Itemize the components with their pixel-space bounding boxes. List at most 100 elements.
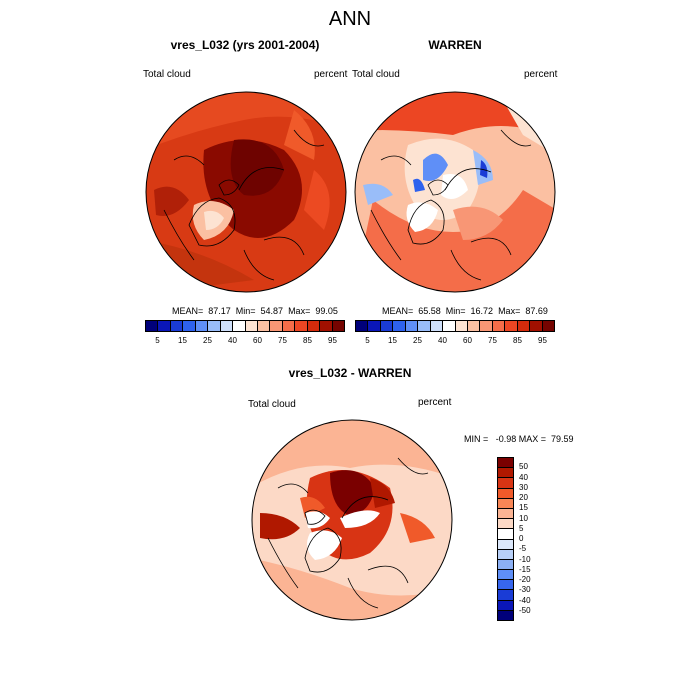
- colorbar-tick-label: -15: [519, 564, 531, 574]
- colorbar-swatch: [480, 321, 493, 331]
- colorbar-swatch: [498, 600, 513, 611]
- colorbar-swatch: [295, 321, 308, 331]
- right-panel-title: WARREN: [428, 38, 482, 52]
- colorbar-tick-label: 85: [303, 336, 312, 345]
- diff-colorbar: [497, 457, 514, 621]
- left-panel-stats: MEAN= 87.17 Min= 54.87 Max= 99.05: [172, 306, 338, 316]
- colorbar-swatch: [158, 321, 171, 331]
- colorbar-tick-label: 10: [519, 513, 528, 523]
- colorbar-swatch: [530, 321, 543, 331]
- colorbar-swatch: [146, 321, 159, 331]
- colorbar-swatch: [380, 321, 394, 331]
- diff-panel-title: vres_L032 - WARREN: [288, 366, 412, 380]
- colorbar-swatch: [405, 321, 419, 331]
- left-panel-title: vres_L032 (yrs 2001-2004): [170, 38, 320, 52]
- colorbar-tick-label: -40: [519, 595, 531, 605]
- colorbar-swatch: [492, 321, 506, 331]
- colorbar-tick-label: 60: [463, 336, 472, 345]
- colorbar-tick-label: 95: [328, 336, 337, 345]
- colorbar-swatch: [498, 539, 513, 550]
- colorbar-swatch: [542, 321, 554, 331]
- diff-panel-stats: MIN = -0.98 MAX = 79.59: [464, 434, 574, 444]
- colorbar-swatch: [245, 321, 258, 331]
- colorbar-swatch: [467, 321, 481, 331]
- colorbar-swatch: [498, 529, 513, 540]
- figure-title: ANN: [328, 8, 372, 30]
- colorbar-tick-label: -50: [519, 605, 531, 615]
- colorbar-tick-label: -10: [519, 554, 531, 564]
- colorbar-swatch: [498, 610, 513, 620]
- left-colorbar: [145, 320, 345, 332]
- colorbar-tick-label: 40: [438, 336, 447, 345]
- colorbar-swatch: [233, 321, 246, 331]
- colorbar-tick-label: 25: [413, 336, 422, 345]
- colorbar-tick-label: -30: [519, 585, 531, 595]
- colorbar-swatch: [498, 570, 513, 581]
- colorbar-swatch: [498, 580, 513, 591]
- colorbar-swatch: [368, 321, 381, 331]
- right-panel-units-label: percent: [524, 69, 558, 80]
- colorbar-swatch: [505, 321, 518, 331]
- colorbar-tick-label: 20: [519, 493, 528, 502]
- colorbar-swatch: [517, 321, 531, 331]
- right-panel-stats: MEAN= 65.58 Min= 16.72 Max= 87.69: [382, 306, 548, 316]
- colorbar-swatch: [195, 321, 209, 331]
- colorbar-swatch: [498, 478, 513, 489]
- colorbar-tick-label: 15: [388, 336, 397, 345]
- colorbar-tick-label: 60: [253, 336, 262, 345]
- right-colorbar: [355, 320, 555, 332]
- colorbar-tick-label: 40: [228, 336, 237, 345]
- colorbar-swatch: [282, 321, 296, 331]
- colorbar-swatch: [498, 468, 513, 479]
- colorbar-swatch: [170, 321, 184, 331]
- colorbar-tick-label: 5: [519, 523, 524, 533]
- colorbar-swatch: [455, 321, 468, 331]
- right-polar-map: [354, 91, 556, 293]
- diff-panel-variable-label: Total cloud: [248, 399, 296, 410]
- colorbar-swatch: [270, 321, 283, 331]
- colorbar-tick-label: 75: [278, 336, 287, 345]
- colorbar-swatch: [498, 519, 513, 530]
- colorbar-swatch: [498, 488, 513, 499]
- colorbar-tick-label: 15: [178, 336, 187, 345]
- colorbar-swatch: [498, 458, 513, 469]
- colorbar-swatch: [430, 321, 444, 331]
- colorbar-tick-label: 50: [519, 462, 528, 472]
- colorbar-swatch: [307, 321, 321, 331]
- colorbar-swatch: [498, 549, 513, 560]
- colorbar-swatch: [220, 321, 234, 331]
- colorbar-swatch: [356, 321, 369, 331]
- colorbar-tick-label: 0: [519, 534, 524, 543]
- left-panel-units-label: percent: [314, 69, 348, 80]
- colorbar-swatch: [257, 321, 271, 331]
- colorbar-tick-label: 95: [538, 336, 547, 345]
- colorbar-swatch: [183, 321, 196, 331]
- colorbar-tick-label: 30: [519, 482, 528, 492]
- left-colorbar-ticks: 5 15 25 40 60 75 85 95: [145, 336, 345, 348]
- diff-polar-map: [251, 419, 453, 621]
- colorbar-tick-label: 25: [203, 336, 212, 345]
- colorbar-swatch: [443, 321, 456, 331]
- colorbar-tick-label: 85: [513, 336, 522, 345]
- right-colorbar-ticks: 5 15 25 40 60 75 85 95: [355, 336, 555, 348]
- colorbar-tick-label: 5: [365, 336, 370, 345]
- colorbar-swatch: [498, 590, 513, 601]
- diff-panel-units-label: percent: [418, 397, 452, 408]
- colorbar-tick-label: 40: [519, 472, 528, 482]
- colorbar-swatch: [498, 508, 513, 520]
- colorbar-swatch: [320, 321, 333, 331]
- colorbar-tick-label: -5: [519, 544, 527, 554]
- left-polar-map: [145, 91, 347, 293]
- colorbar-swatch: [418, 321, 431, 331]
- colorbar-swatch: [498, 559, 513, 571]
- colorbar-swatch: [332, 321, 344, 331]
- colorbar-swatch: [393, 321, 406, 331]
- colorbar-swatch: [498, 498, 513, 509]
- colorbar-tick-label: 75: [488, 336, 497, 345]
- colorbar-tick-label: 5: [155, 336, 160, 345]
- left-panel-variable-label: Total cloud: [143, 69, 191, 80]
- colorbar-swatch: [208, 321, 221, 331]
- colorbar-tick-label: 15: [519, 503, 528, 513]
- right-panel-variable-label: Total cloud: [352, 69, 400, 80]
- colorbar-tick-label: -20: [519, 575, 531, 584]
